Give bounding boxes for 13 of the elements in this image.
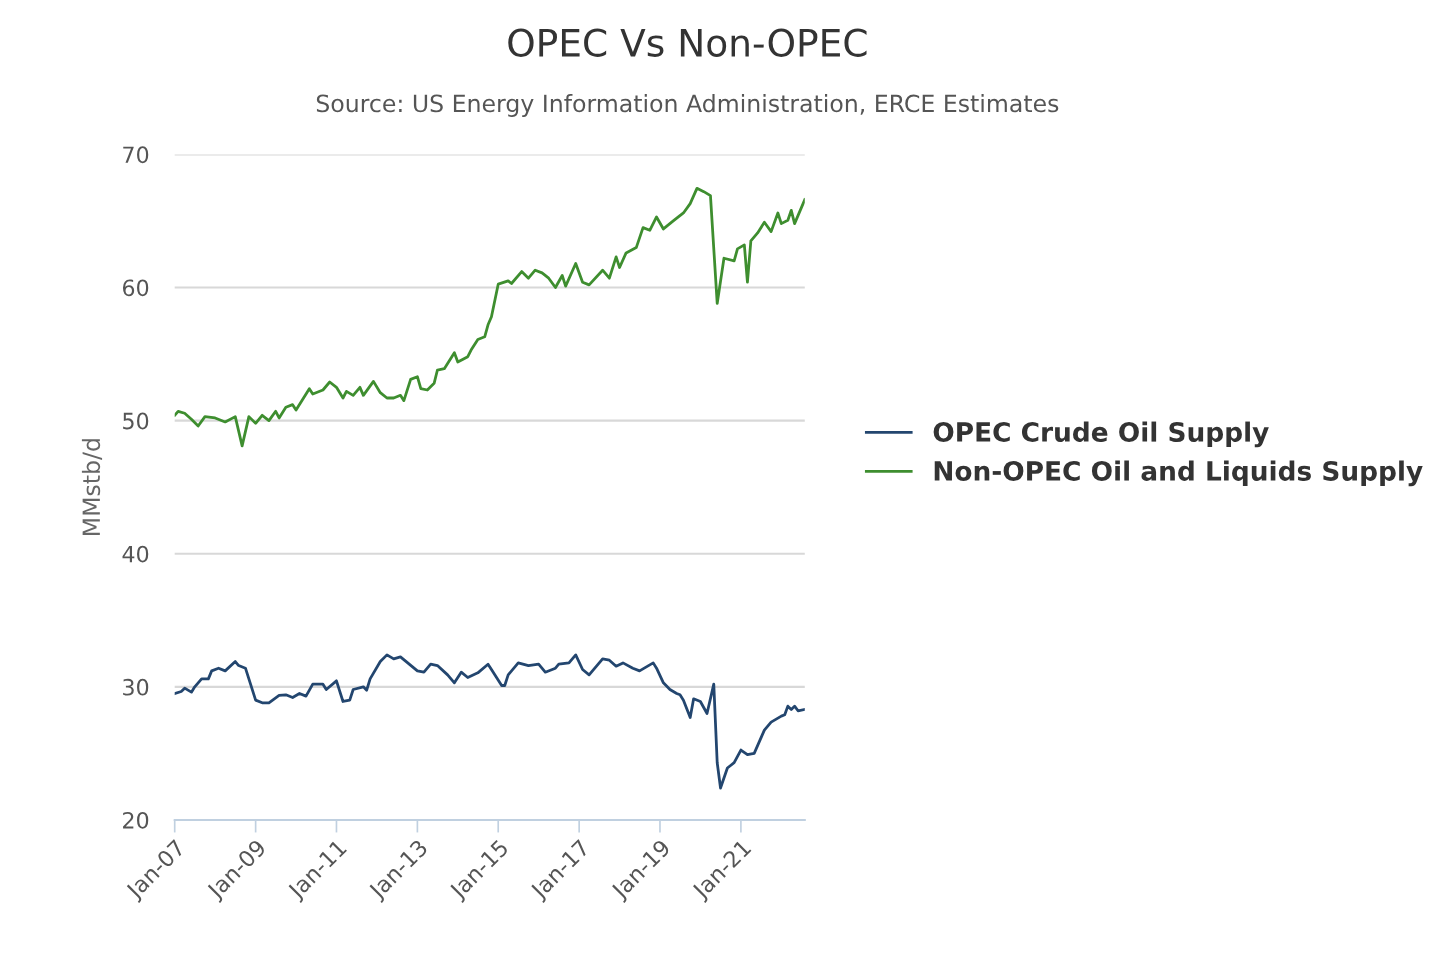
- y-tick-label: 30: [123, 678, 149, 696]
- legend-label: Non-OPEC Oil and Liquids Supply: [934, 460, 1423, 487]
- chart-subtitle: Source: US Energy Information Administration, ERCE Estimates: [316, 94, 1059, 117]
- chart-title: OPEC Vs Non-OPEC: [508, 28, 867, 57]
- line-series: [174, 186, 805, 448]
- y-tick-label: 50: [123, 412, 149, 430]
- legend-label: OPEC Crude Oil Supply: [933, 421, 1269, 448]
- y-axis-title: MMstb/d: [81, 439, 103, 535]
- y-tick-label: 60: [122, 279, 149, 297]
- y-tick-label: 70: [123, 146, 149, 164]
- line-series: [174, 653, 805, 790]
- y-tick-label: 20: [123, 811, 149, 829]
- y-tick-label: 40: [122, 545, 149, 563]
